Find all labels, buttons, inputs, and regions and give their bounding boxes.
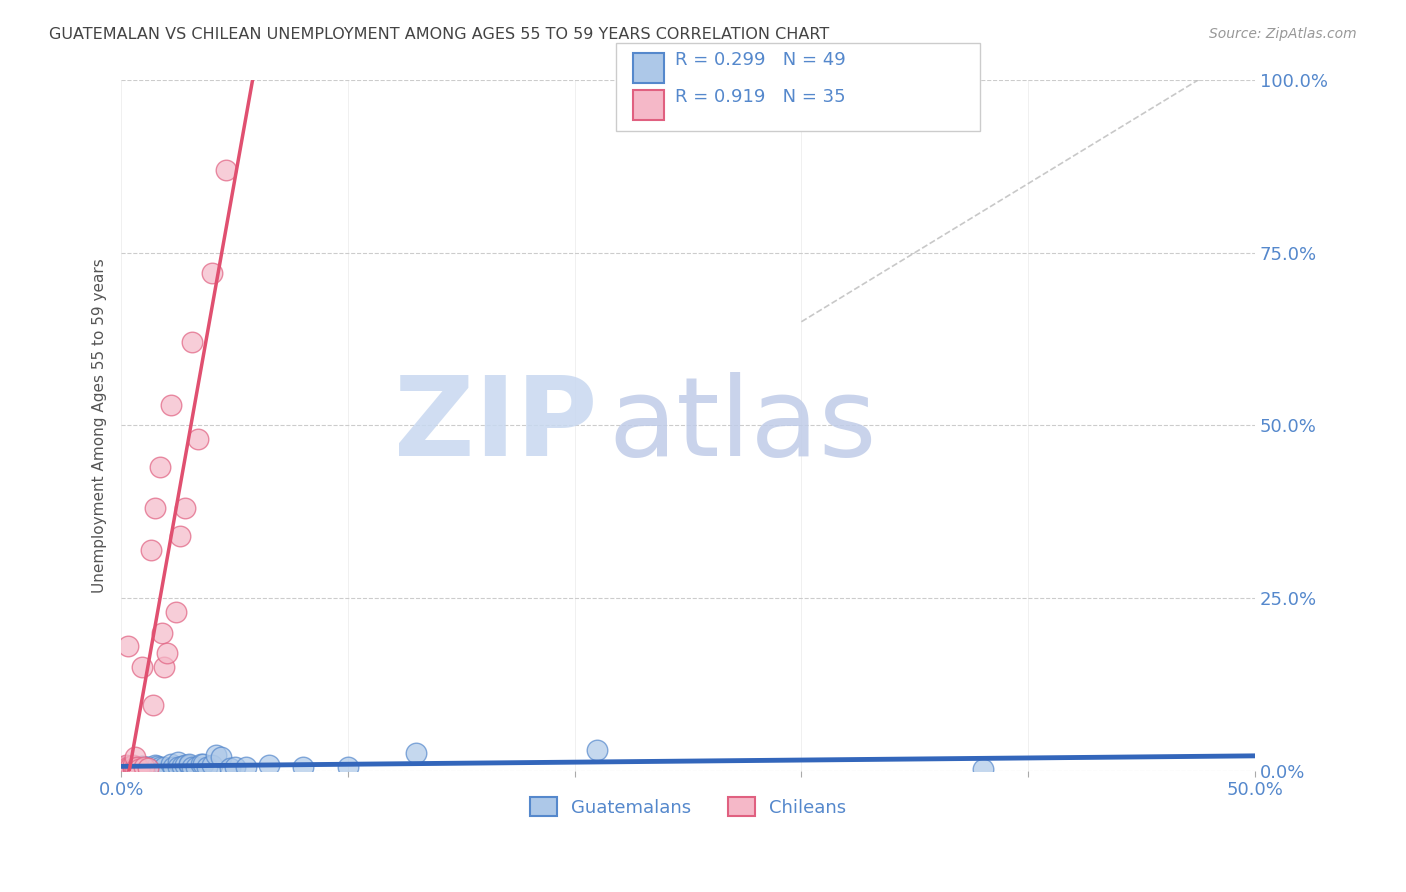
Point <box>120 760 142 774</box>
Point <box>127 759 149 773</box>
Point <box>153 760 176 774</box>
Point <box>149 459 172 474</box>
Point <box>131 759 153 773</box>
Point <box>135 760 157 774</box>
Point <box>179 758 201 772</box>
Point <box>121 762 143 776</box>
Point <box>121 760 143 774</box>
Point <box>143 758 166 772</box>
Point <box>128 759 150 773</box>
Point <box>972 762 994 776</box>
Point <box>114 758 136 772</box>
Point <box>120 761 142 775</box>
Point <box>138 761 160 775</box>
Point <box>124 750 146 764</box>
Point <box>336 760 359 774</box>
Text: Source: ZipAtlas.com: Source: ZipAtlas.com <box>1209 27 1357 41</box>
Point <box>187 432 209 446</box>
Point <box>120 761 142 775</box>
Point <box>139 542 162 557</box>
Point <box>127 762 149 776</box>
Point <box>291 759 314 773</box>
Point <box>214 162 236 177</box>
Text: R = 0.299   N = 49: R = 0.299 N = 49 <box>675 51 845 69</box>
Point <box>195 759 218 773</box>
Point <box>209 750 232 764</box>
Point <box>146 759 169 773</box>
Point <box>132 760 155 774</box>
Point <box>117 760 139 774</box>
Point <box>150 625 173 640</box>
Point <box>160 756 183 771</box>
Point <box>167 760 190 774</box>
Point <box>169 529 191 543</box>
Point <box>117 760 139 774</box>
Point <box>179 756 201 771</box>
Point <box>121 762 143 776</box>
Point <box>155 646 177 660</box>
Text: R = 0.919   N = 35: R = 0.919 N = 35 <box>675 88 845 106</box>
Point <box>191 756 214 771</box>
Y-axis label: Unemployment Among Ages 55 to 59 years: Unemployment Among Ages 55 to 59 years <box>93 258 107 592</box>
Point <box>257 758 280 772</box>
Point <box>112 760 135 774</box>
Point <box>165 605 187 619</box>
Point <box>201 266 224 280</box>
Text: GUATEMALAN VS CHILEAN UNEMPLOYMENT AMONG AGES 55 TO 59 YEARS CORRELATION CHART: GUATEMALAN VS CHILEAN UNEMPLOYMENT AMONG… <box>49 27 830 42</box>
Point <box>117 762 139 776</box>
Text: ZIP: ZIP <box>394 372 598 479</box>
Point <box>219 761 242 775</box>
Point <box>160 398 183 412</box>
Point <box>132 761 155 775</box>
Point <box>184 760 207 774</box>
Point <box>172 759 194 773</box>
Point <box>205 748 228 763</box>
Point <box>235 760 257 774</box>
Point <box>139 760 162 774</box>
Point <box>112 760 135 774</box>
Point <box>224 759 246 773</box>
Point <box>173 758 195 772</box>
Point <box>138 760 160 774</box>
Point <box>117 762 139 776</box>
Text: atlas: atlas <box>609 372 877 479</box>
Point <box>405 747 427 761</box>
Point <box>114 760 136 774</box>
Point <box>124 759 146 773</box>
Point <box>143 501 166 516</box>
Point <box>124 760 146 774</box>
Point <box>153 660 176 674</box>
Point <box>120 759 142 773</box>
Point <box>180 759 202 773</box>
Point <box>114 760 136 774</box>
Point <box>167 756 190 770</box>
Point <box>127 760 149 774</box>
Point <box>586 743 609 757</box>
Point <box>190 756 212 771</box>
Point <box>128 762 150 776</box>
Point <box>112 762 135 776</box>
Point <box>142 698 165 712</box>
Point <box>162 759 184 773</box>
Point <box>180 335 202 350</box>
Point <box>121 761 143 775</box>
Point <box>120 759 142 773</box>
Point <box>201 758 224 772</box>
Point <box>127 761 149 775</box>
Point <box>121 758 143 772</box>
Point <box>121 760 143 774</box>
Point <box>173 501 195 516</box>
Point <box>149 759 172 773</box>
Point <box>128 762 150 776</box>
Point <box>131 660 153 674</box>
Point <box>117 640 139 654</box>
Legend: Guatemalans, Chileans: Guatemalans, Chileans <box>523 790 853 824</box>
